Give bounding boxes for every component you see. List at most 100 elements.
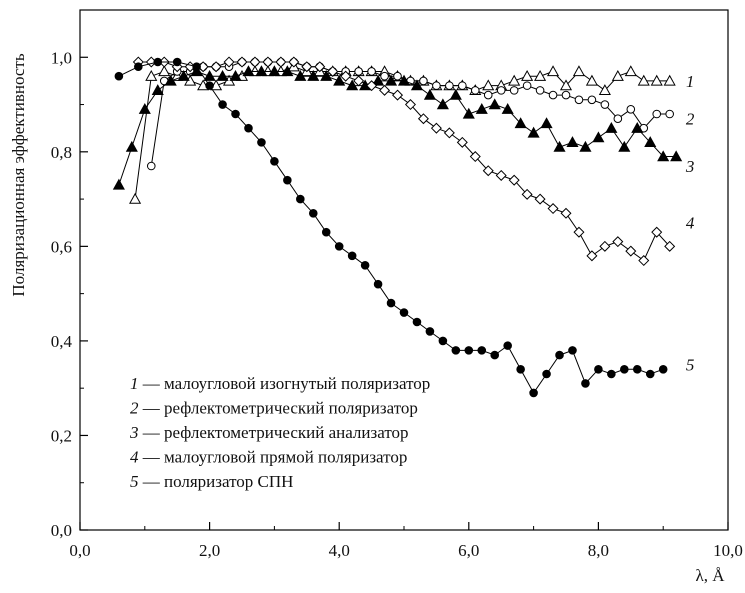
data-point xyxy=(172,57,182,67)
data-point xyxy=(129,192,142,204)
data-point xyxy=(632,364,642,374)
data-point xyxy=(307,69,320,81)
data-point xyxy=(384,74,398,86)
data-point xyxy=(367,67,376,76)
data-point xyxy=(320,69,333,81)
data-point xyxy=(592,131,605,143)
data-point xyxy=(158,65,171,77)
data-point xyxy=(540,117,553,129)
y-axis-ticks: 0,0 0,2 0,4 0,6 0,8 1,0 xyxy=(51,9,88,540)
series-3 xyxy=(112,65,683,190)
data-point xyxy=(637,74,650,86)
legend-entry: 3 — рефлектометрический анализатор xyxy=(129,423,409,442)
y-tick-label: 1,0 xyxy=(51,48,72,67)
data-point xyxy=(327,65,339,77)
data-point xyxy=(534,193,546,205)
data-point xyxy=(626,104,636,114)
series-end-labels: 1 2 3 4 5 xyxy=(685,72,695,375)
data-point xyxy=(171,61,183,73)
data-point xyxy=(527,126,540,138)
data-point xyxy=(470,86,480,95)
data-point xyxy=(490,350,500,360)
data-point xyxy=(547,203,559,215)
data-point xyxy=(618,140,631,152)
data-point xyxy=(216,69,229,81)
data-point xyxy=(657,150,670,162)
data-point xyxy=(244,123,253,133)
data-point xyxy=(501,103,514,114)
y-tick-label: 0,6 xyxy=(51,237,72,256)
data-point xyxy=(417,113,429,125)
data-point xyxy=(210,61,222,73)
data-point xyxy=(625,245,637,257)
data-point xyxy=(535,86,545,95)
data-point xyxy=(566,136,579,148)
data-point xyxy=(553,140,566,152)
x-axis-label: λ, Å xyxy=(695,566,725,585)
data-point xyxy=(392,89,404,101)
data-point xyxy=(314,61,326,73)
data-point xyxy=(605,121,618,133)
data-point xyxy=(451,346,461,355)
series-end-label: 3 xyxy=(685,157,695,176)
x-tick-label: 8,0 xyxy=(588,541,609,560)
series-line xyxy=(118,61,664,394)
data-point xyxy=(572,65,586,77)
data-point xyxy=(568,346,577,355)
y-tick-label: 0,0 xyxy=(51,521,72,540)
data-point xyxy=(229,69,242,81)
data-point xyxy=(423,88,436,100)
data-point xyxy=(579,140,592,152)
data-point xyxy=(521,188,533,200)
data-point xyxy=(203,69,216,81)
legend-text: — рефлектометрический поляризатор xyxy=(139,399,418,418)
y-tick-label: 0,2 xyxy=(51,426,72,445)
data-point xyxy=(177,69,190,81)
data-point xyxy=(443,127,455,139)
data-point xyxy=(438,336,448,346)
data-point xyxy=(495,169,507,181)
data-point xyxy=(112,178,125,190)
legend-entry: 1 — малоугловой изогнутый поляризатор xyxy=(130,374,430,393)
data-point xyxy=(372,74,385,86)
data-point xyxy=(262,56,274,68)
data-point xyxy=(353,75,365,87)
data-point xyxy=(542,369,551,379)
data-point xyxy=(164,74,177,86)
data-point xyxy=(458,81,467,90)
data-point xyxy=(205,81,214,90)
data-point xyxy=(294,69,307,81)
y-axis-label: Поляризационная эффективность xyxy=(9,53,28,296)
data-point xyxy=(360,260,370,270)
data-point xyxy=(600,100,610,109)
data-point xyxy=(594,364,603,374)
data-point xyxy=(373,279,383,289)
data-point xyxy=(598,84,611,96)
data-point xyxy=(665,109,674,119)
series-end-label: 1 xyxy=(686,72,695,91)
data-point xyxy=(612,236,624,248)
data-point xyxy=(663,74,676,86)
legend-text: — поляризатор СПН xyxy=(139,472,294,491)
y-tick-label: 0,8 xyxy=(51,143,72,162)
data-point xyxy=(611,69,624,81)
data-point xyxy=(257,138,266,147)
data-point xyxy=(529,388,538,398)
legend-number: 2 xyxy=(130,399,139,418)
data-point xyxy=(231,109,240,119)
data-point xyxy=(599,240,611,252)
data-point xyxy=(404,99,416,111)
legend-entry: 4 — малоугловой прямой поляризатор xyxy=(130,448,407,467)
series-layer xyxy=(112,56,683,398)
series-line xyxy=(138,61,671,262)
data-point xyxy=(624,65,637,77)
data-point xyxy=(449,88,462,100)
data-point xyxy=(268,65,281,77)
data-point xyxy=(555,350,564,360)
data-point xyxy=(644,136,657,148)
data-point xyxy=(477,346,487,355)
data-point xyxy=(134,62,143,72)
data-point xyxy=(534,69,547,81)
data-point xyxy=(346,79,359,91)
data-point xyxy=(249,56,261,68)
